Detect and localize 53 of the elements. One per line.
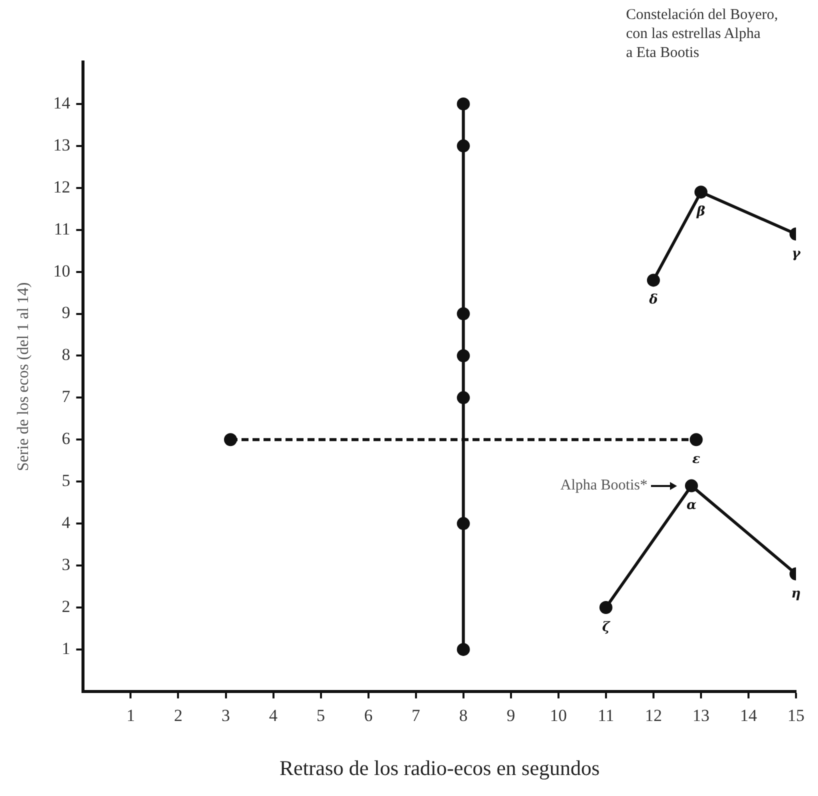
annotation: Alpha Bootis*: [560, 478, 648, 494]
x-axis-title: Retraso de los radio-ecos en segundos: [280, 756, 600, 780]
y-tick-label: 12: [53, 177, 70, 196]
point: [684, 479, 698, 492]
x-tick-label: 11: [598, 706, 614, 726]
point: [456, 349, 470, 362]
x-tick-label: 9: [506, 706, 516, 726]
point: [456, 642, 470, 656]
y-tick-label: 2: [62, 596, 70, 616]
x-tick-label: 10: [550, 706, 567, 726]
y-tick-label: 3: [62, 554, 70, 574]
point: [456, 391, 470, 404]
point: [456, 307, 470, 320]
point: [694, 186, 708, 199]
y-tick-label: 1: [62, 638, 70, 658]
y-tick-label: 14: [53, 93, 71, 112]
annotation: η: [791, 586, 801, 602]
y-tick-label: 13: [53, 135, 70, 154]
point: [456, 517, 470, 530]
y-tick-label: 6: [62, 429, 70, 448]
x-tick-label: 5: [316, 706, 326, 726]
annotation: ζ: [602, 620, 612, 635]
x-tick-label: 13: [692, 706, 710, 726]
y-tick-label: 8: [62, 345, 70, 364]
y-tick-label: 9: [62, 303, 70, 322]
annotation: β: [696, 204, 706, 220]
point: [690, 433, 703, 446]
x-tick-label: 3: [222, 706, 230, 726]
x-tick-label: 6: [364, 706, 373, 726]
y-tick-label: 7: [62, 387, 71, 406]
y-tick-label: 5: [62, 471, 70, 490]
point: [456, 139, 470, 152]
x-tick-label: 1: [126, 706, 135, 726]
annotation: ε: [692, 452, 700, 468]
x-tick-label: 7: [412, 706, 421, 726]
annotation: Constelación del Boyero, con las estrellas Alpha a Eta Bootis: [626, 6, 778, 63]
point: [599, 600, 612, 614]
point: [646, 274, 660, 287]
annotation: δ: [648, 292, 658, 308]
annotation: α: [686, 498, 696, 514]
y-axis-title: Serie de los ecos (del 1 al 14): [14, 282, 32, 472]
annotation: γ: [792, 246, 802, 262]
x-tick-label: 15: [788, 706, 804, 726]
y-tick-label: 11: [54, 219, 70, 238]
point: [224, 433, 238, 446]
y-tick-label: 4: [62, 513, 71, 532]
x-tick-label: 14: [740, 706, 758, 726]
x-tick-label: 4: [269, 706, 278, 726]
x-tick-label: 8: [459, 706, 468, 726]
x-tick-label: 12: [644, 706, 662, 726]
x-tick-label: 2: [174, 706, 182, 726]
point: [456, 97, 470, 110]
y-tick-label: 10: [53, 261, 70, 280]
